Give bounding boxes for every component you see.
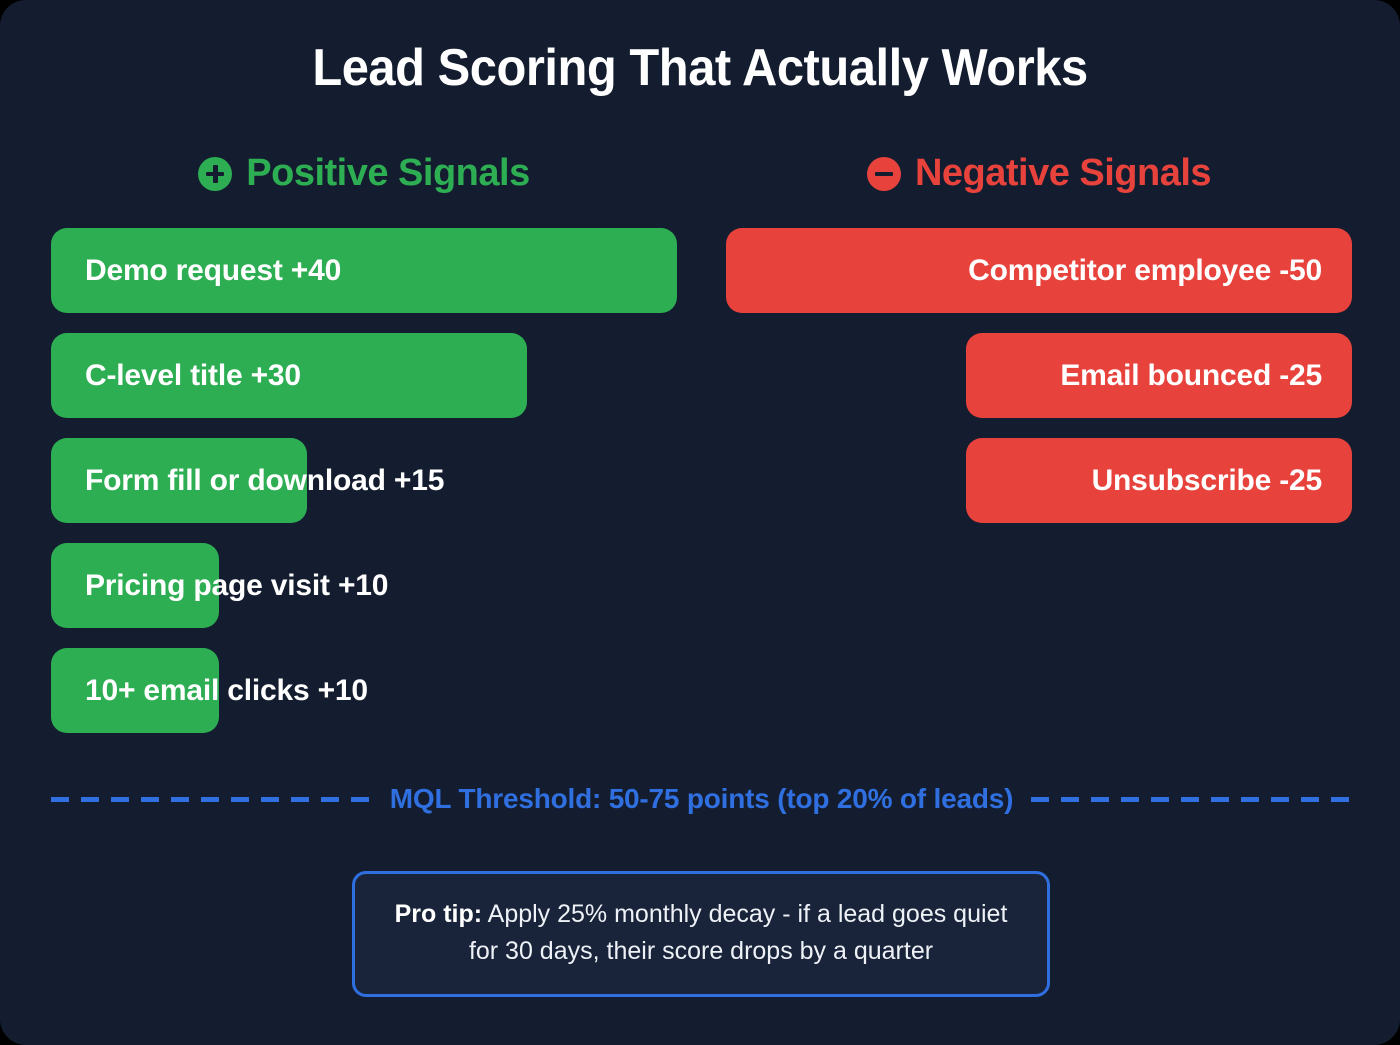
negative-bar-1 <box>726 228 1352 313</box>
mql-threshold-row: MQL Threshold: 50-75 points (top 20% of … <box>51 783 1352 815</box>
positive-bar-2 <box>51 333 527 418</box>
pro-tip-text: Apply 25% monthly decay - if a lead goes… <box>468 900 1008 965</box>
page-title: Lead Scoring That Actually Works <box>312 39 1088 97</box>
negative-bar-label-2: Email bounced -25 <box>1060 359 1322 392</box>
positive-bar-label-2: C-level title +30 <box>85 359 301 392</box>
negative-bar-label-3: Unsubscribe -25 <box>1091 464 1323 497</box>
positive-bar-label-3: Form fill or download +15 <box>85 464 445 497</box>
negative-column-header: Negative Signals <box>726 152 1352 195</box>
threshold-label: MQL Threshold: 50-75 points (top 20% of … <box>389 783 1014 814</box>
positive-bar-label-5: 10+ email clicks +10 <box>85 674 368 707</box>
positive-column-label: Positive Signals <box>246 152 530 194</box>
positive-bar-4 <box>51 543 219 628</box>
positive-bar-1 <box>51 228 677 313</box>
pro-tip-prefix: Pro tip: <box>394 900 483 928</box>
negative-bar-3 <box>966 438 1352 523</box>
threshold-dashed-line-right <box>1031 796 1352 802</box>
minus-circle-icon <box>866 156 901 191</box>
plus-circle-icon <box>198 156 233 191</box>
positive-column-header: Positive Signals <box>51 152 677 195</box>
positive-bar-label-1: Demo request +40 <box>85 254 342 287</box>
threshold-dashed-line-left <box>51 796 372 802</box>
positive-bar-5 <box>51 648 219 733</box>
negative-bar-label-1: Competitor employee -50 <box>968 254 1322 287</box>
positive-bar-3 <box>51 438 307 523</box>
pro-tip-callout: Pro tip: Apply 25% monthly decay - if a … <box>352 871 1050 997</box>
positive-bar-label-4: Pricing page visit +10 <box>85 569 389 602</box>
negative-column-label: Negative Signals <box>914 152 1212 194</box>
negative-bar-2 <box>966 333 1352 418</box>
